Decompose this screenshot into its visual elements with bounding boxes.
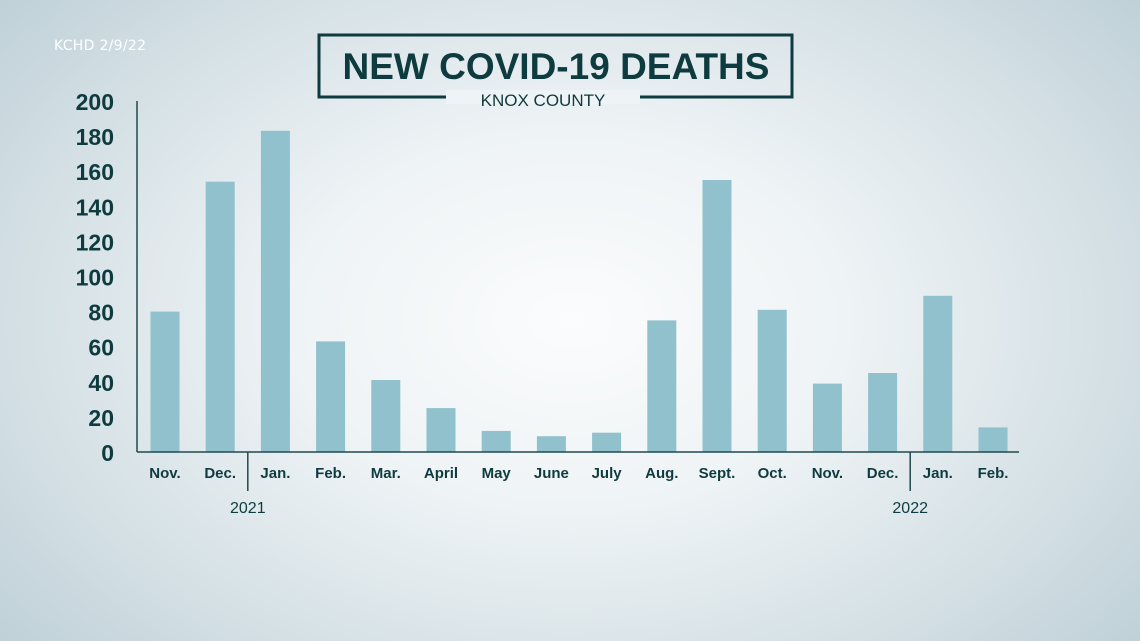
x-tick-label: Aug. (645, 465, 678, 482)
chart-subtitle: KNOX COUNTY (481, 91, 606, 110)
x-tick-label: Dec. (204, 465, 236, 482)
x-tick-label: Feb. (978, 465, 1009, 482)
y-tick-label: 100 (76, 265, 114, 291)
y-tick-label: 180 (76, 124, 114, 150)
x-tick-label: July (592, 465, 623, 482)
bar (868, 373, 898, 452)
y-tick-label: 120 (76, 229, 114, 255)
bar (812, 383, 842, 452)
source-label: KCHD 2/9/22 (54, 38, 147, 54)
y-tick-label: 160 (76, 159, 114, 185)
chart-title: NEW COVID-19 DEATHS (343, 46, 770, 87)
x-tick-label: Jan. (923, 465, 953, 482)
x-tick-label: Feb. (315, 465, 346, 482)
bar (260, 130, 290, 453)
x-tick-label: Dec. (867, 465, 899, 482)
x-tick-label: June (534, 465, 569, 482)
x-tick-label: Jan. (260, 465, 290, 482)
subtitle-gap (446, 90, 640, 104)
y-tick-label: 60 (88, 335, 114, 361)
bar (592, 432, 622, 452)
bar (647, 320, 677, 452)
bar (923, 295, 953, 452)
y-tick-label: 80 (88, 300, 114, 326)
x-tick-label: April (424, 465, 458, 482)
bar (150, 311, 180, 452)
bar (205, 181, 235, 452)
bar (978, 427, 1008, 452)
year-label: 2021 (230, 500, 266, 517)
x-tick-label: May (482, 465, 512, 482)
x-tick-label: Sept. (699, 465, 736, 482)
bar (371, 380, 401, 452)
bar (702, 180, 732, 452)
year-label: 2022 (892, 500, 928, 517)
x-tick-label: Nov. (812, 465, 843, 482)
y-tick-label: 0 (101, 440, 114, 466)
bar (316, 341, 346, 452)
x-tick-label: Mar. (371, 465, 401, 482)
bar (757, 309, 787, 452)
y-tick-label: 40 (88, 370, 114, 396)
x-tick-label: Oct. (758, 465, 787, 482)
y-tick-label: 140 (76, 194, 114, 220)
bar (426, 408, 456, 452)
y-tick-label: 20 (88, 405, 114, 431)
x-tick-label: Nov. (149, 465, 180, 482)
bar (536, 436, 566, 452)
bar (481, 430, 511, 452)
y-tick-label: 200 (76, 89, 114, 115)
